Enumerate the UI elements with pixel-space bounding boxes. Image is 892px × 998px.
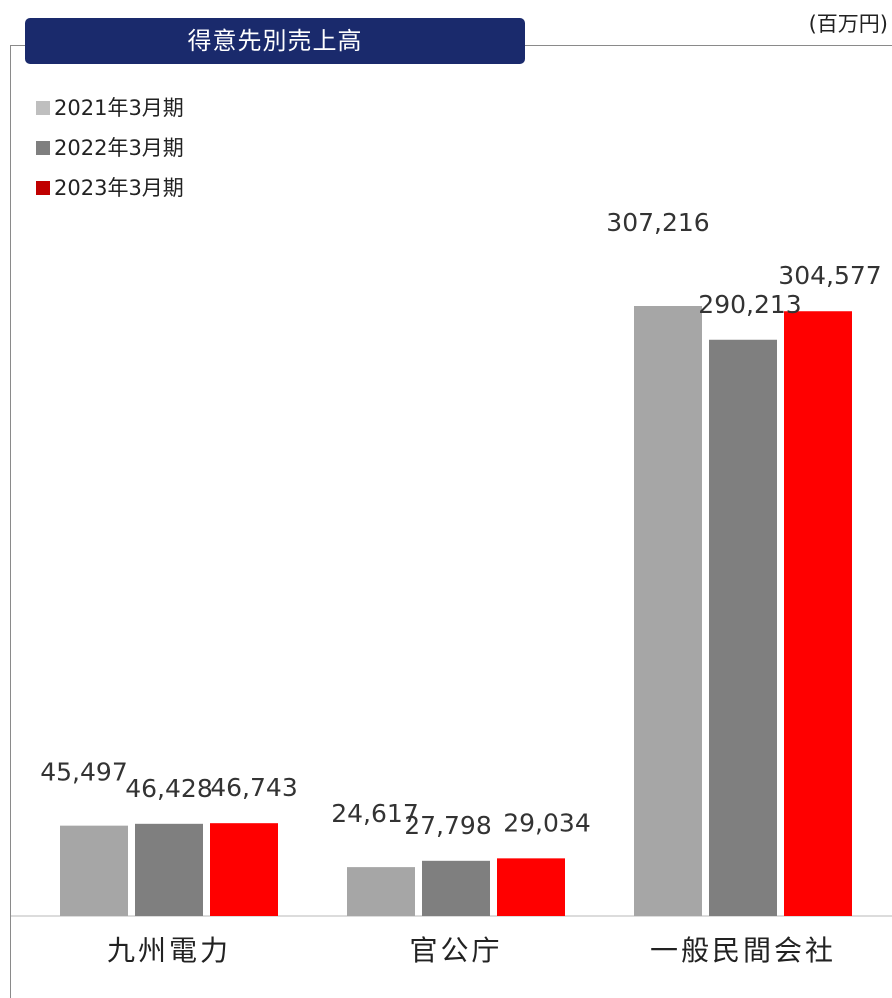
bar-1-1	[60, 825, 128, 916]
value-label-1-3: 46,743	[210, 773, 297, 802]
legend-label-2021: 2021年3月期	[54, 96, 184, 120]
legend-swatch-2023	[36, 181, 50, 195]
bar-3-3	[784, 311, 852, 916]
bar-1-2	[135, 823, 203, 916]
value-label-2-2: 27,798	[404, 811, 491, 840]
bar-2-2	[422, 860, 490, 916]
unit-label: (百万円)	[808, 12, 888, 36]
bar-3-1	[634, 306, 702, 916]
legend-item-2021: 2021年3月期	[36, 88, 184, 128]
legend-item-2022: 2022年3月期	[36, 128, 184, 168]
chart-title: 得意先別売上高	[25, 18, 525, 64]
bars-layer	[60, 306, 852, 916]
value-label-1-1: 45,497	[40, 758, 127, 787]
legend-item-2023: 2023年3月期	[36, 168, 184, 208]
category-label-1: 九州電力	[107, 934, 231, 967]
bar-1-3	[210, 823, 278, 916]
legend-label-2023: 2023年3月期	[54, 176, 184, 200]
legend-label-2022: 2022年3月期	[54, 136, 184, 160]
value-label-3-1: 307,216	[606, 208, 709, 237]
chart-frame-left	[10, 45, 11, 998]
category-label-3: 一般民間会社	[650, 934, 836, 967]
value-label-2-1: 24,617	[331, 799, 418, 828]
value-label-1-2: 46,428	[125, 774, 212, 803]
bar-2-1	[347, 867, 415, 916]
value-label-2-3: 29,034	[503, 808, 590, 837]
legend-swatch-2021	[36, 101, 50, 115]
value-label-3-3: 304,577	[778, 261, 881, 290]
bar-3-2	[709, 339, 777, 916]
category-labels-layer: 九州電力 官公庁 一般民間会社	[107, 934, 836, 967]
category-label-2: 官公庁	[409, 934, 502, 967]
value-label-3-2: 290,213	[698, 290, 801, 319]
bar-2-3	[497, 858, 565, 916]
legend-swatch-2022	[36, 141, 50, 155]
legend: 2021年3月期 2022年3月期 2023年3月期	[36, 88, 184, 208]
